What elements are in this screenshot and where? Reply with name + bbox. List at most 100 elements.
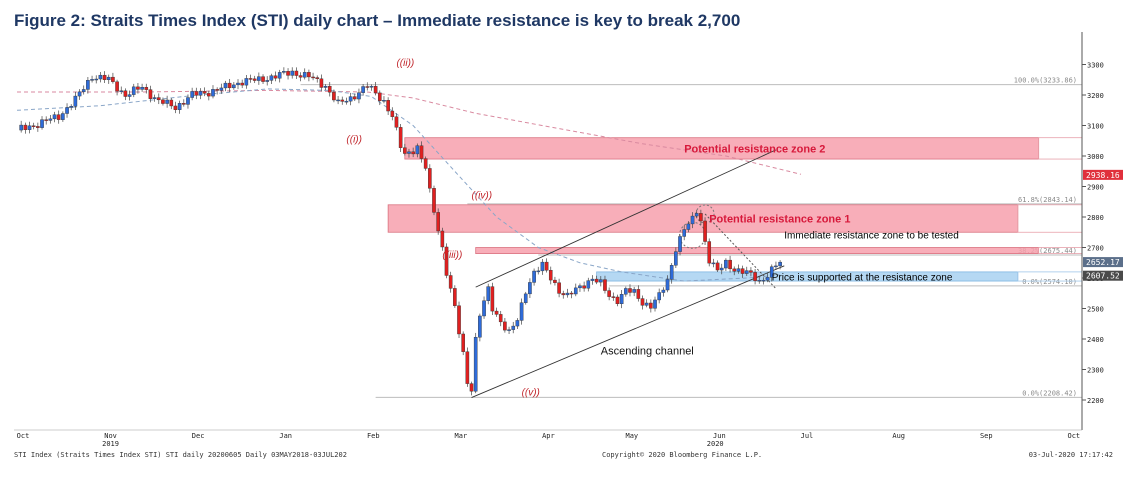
footer-source: STI Index (Straits Times Index STI) STI … (14, 451, 347, 459)
candle-body (98, 74, 103, 80)
candle-body (27, 125, 32, 130)
candle-body (699, 213, 703, 222)
footer-timestamp: 03-Jul-2020 17:17:42 (1028, 451, 1113, 459)
zone-label: Potential resistance zone 2 (684, 143, 825, 155)
candle-body (561, 293, 566, 296)
zone-label: Potential resistance zone 1 (709, 214, 850, 226)
candle-body (302, 72, 307, 78)
candle-body (686, 223, 691, 230)
candle-body (382, 100, 386, 102)
candle-body (403, 147, 407, 154)
zone-label: Immediate resistance zone to be tested (784, 231, 959, 242)
candle-body (394, 116, 399, 128)
candle-body (211, 89, 215, 97)
candle-body (532, 270, 536, 283)
candle-body (411, 151, 415, 155)
x-tick-label: Jun (713, 432, 726, 440)
fib-label: 0.0%(2574.10) (1022, 278, 1077, 286)
candle-body (102, 74, 107, 80)
candle-body (569, 292, 574, 295)
fib-label: 38.2%(2675.44) (1018, 247, 1077, 255)
x-tick-label: Jul (801, 432, 814, 440)
candle-body (369, 86, 374, 88)
candle-body (77, 91, 82, 97)
candle-body (202, 91, 207, 94)
candle-body (619, 294, 624, 305)
candle-body (140, 86, 144, 90)
candle-body (553, 279, 557, 283)
candle-body (186, 97, 190, 105)
y-tick-label: 2200 (1087, 397, 1104, 405)
candle-body (503, 321, 507, 331)
candle-body (190, 91, 194, 98)
candle-body (611, 296, 616, 298)
footer-copyright: Copyright© 2020 Bloomberg Finance L.P. (602, 451, 763, 459)
candle-body (90, 79, 94, 81)
candle-body (557, 282, 561, 294)
wave-label: ((iii)) (442, 250, 462, 261)
candle-body (419, 145, 424, 159)
candle-body (232, 84, 236, 89)
candle-body (744, 270, 749, 274)
candle-body (357, 92, 361, 100)
x-tick-label: May (625, 432, 638, 440)
candle-body (294, 70, 299, 76)
candle-body (340, 99, 345, 102)
candle-body (106, 76, 111, 80)
candle-body (507, 329, 511, 331)
candle-body (152, 97, 157, 99)
price-tag (1083, 257, 1123, 268)
candle-body (757, 280, 762, 282)
candle-body (599, 279, 603, 283)
candle-body (582, 285, 586, 289)
dotted-trendline (704, 213, 777, 290)
wave-label: ((v)) (522, 387, 540, 398)
x-tick-label: Jan (279, 432, 292, 440)
candle-body (428, 168, 432, 189)
candle-body (161, 99, 165, 104)
y-tick-label: 2400 (1087, 336, 1104, 344)
candle-body (94, 78, 99, 81)
candle-body (465, 351, 470, 384)
x-tick-label: Dec (192, 432, 205, 440)
zone-extension (1017, 204, 1083, 233)
candle-body (248, 78, 253, 80)
zone-extension (1038, 137, 1083, 160)
candle-body (236, 82, 240, 86)
candle-body (607, 290, 611, 297)
price-tag (1083, 270, 1123, 281)
candle-body (23, 124, 28, 130)
candle-body (615, 296, 620, 305)
candle-body (669, 265, 674, 280)
candle-body (665, 279, 670, 291)
candle-body (111, 76, 115, 82)
y-tick-label: 3300 (1087, 62, 1104, 70)
candle-body (336, 99, 340, 102)
candle-body (365, 86, 370, 88)
candle-body (332, 92, 336, 101)
candle-body (352, 96, 357, 100)
candle-body (690, 215, 695, 225)
x-tick-label: Feb (367, 432, 380, 440)
candle-body (48, 118, 53, 121)
candle-body (519, 302, 524, 321)
candle-body (440, 230, 445, 248)
candle-body (407, 151, 411, 154)
fib-label: 0.0%(2208.42) (1022, 389, 1077, 397)
candle-body (540, 261, 545, 272)
x-tick-label: Oct (17, 432, 30, 440)
candle-body (486, 286, 491, 301)
y-tick-label: 2300 (1087, 367, 1104, 375)
candle-body (453, 288, 457, 306)
candle-body (703, 220, 707, 242)
y-tick-label: 2500 (1087, 306, 1104, 314)
candle-body (273, 75, 278, 79)
zone-label: Price is supported at the resistance zon… (772, 272, 953, 283)
candle-body (127, 94, 132, 97)
candle-body (265, 80, 270, 82)
candle-body (56, 114, 61, 120)
candle-body (765, 277, 770, 281)
price-tag-label: 2607.52 (1086, 272, 1120, 281)
candle-body (624, 288, 628, 295)
